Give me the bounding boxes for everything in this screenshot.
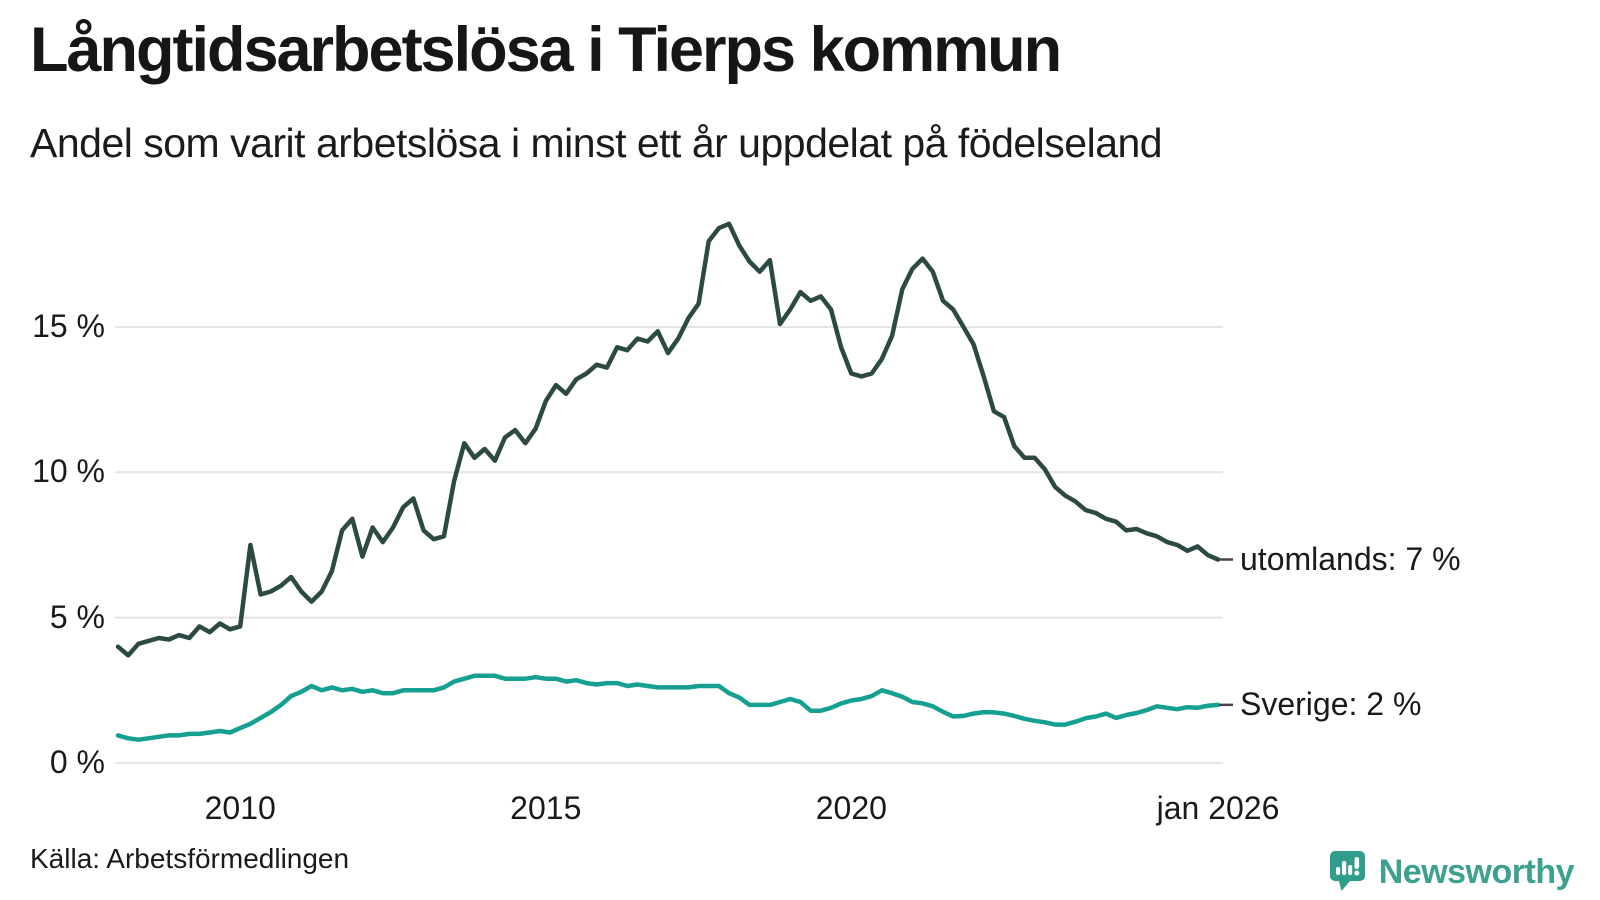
y-axis-tick-10: 10 % (32, 453, 105, 490)
x-axis-tick-2015: 2015 (510, 790, 582, 826)
series-end-label-sverige: Sverige: 2 % (1240, 685, 1422, 722)
source-note: Källa: Arbetsförmedlingen (30, 843, 350, 874)
series-line-Sverige (115, 673, 1221, 742)
brand-logo: Newsworthy (1329, 850, 1575, 894)
y-axis-tick-15: 15 % (32, 307, 105, 344)
x-axis-tick-2010: 2010 (204, 790, 276, 826)
y-axis-tick-5: 5 % (49, 598, 105, 635)
x-axis-tick-2020: 2020 (815, 790, 887, 826)
page-subtitle: Andel som varit arbetslösa i minst ett å… (30, 120, 1163, 166)
series-end-label-utomlands: utomlands: 7 % (1240, 540, 1461, 577)
brand-name: Newsworthy (1378, 852, 1575, 891)
newsworthy-icon (1329, 850, 1366, 894)
x-axis-tick-jan-2026: jan 2026 (1156, 790, 1280, 826)
series-line-utomlands (115, 221, 1221, 658)
y-axis-tick-0: 0 % (49, 743, 105, 780)
page-title: Långtidsarbetslösa i Tierps kommun (30, 15, 1062, 85)
